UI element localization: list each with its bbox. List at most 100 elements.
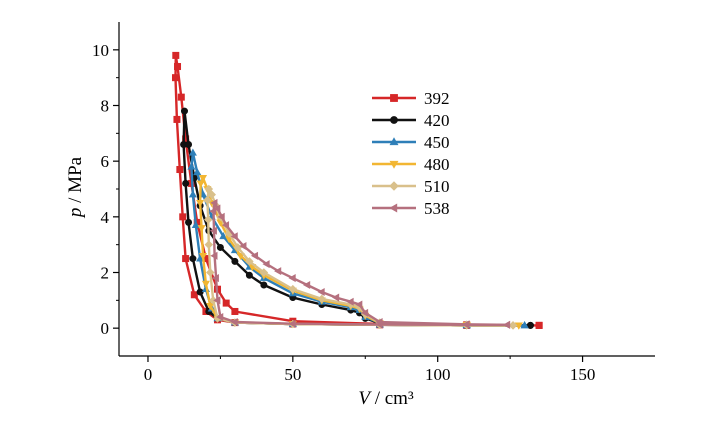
series-line-450 [190, 151, 526, 327]
y-tick-label: 10 [92, 41, 109, 60]
series-538 [209, 198, 511, 329]
data-point [303, 280, 311, 290]
data-point [355, 300, 363, 309]
y-tick-label: 4 [101, 208, 110, 227]
y-tick-label: 6 [101, 152, 110, 171]
data-point [262, 260, 270, 269]
series-line-420 [182, 109, 532, 327]
data-point [274, 267, 282, 276]
data-point [204, 184, 214, 194]
data-point [514, 322, 523, 330]
data-point [332, 293, 340, 302]
data-point [196, 180, 205, 188]
data-point [206, 303, 215, 311]
x-tick-label: 150 [570, 365, 596, 384]
data-point [526, 321, 534, 329]
data-point [217, 212, 225, 221]
data-point [213, 296, 221, 305]
legend-marker [389, 160, 399, 169]
series-420 [180, 107, 534, 329]
data-point [198, 252, 208, 261]
legend: 392 420 450 480 510 538 [372, 89, 450, 218]
data-point [222, 299, 230, 307]
legend-label: 538 [424, 199, 450, 218]
data-point [346, 297, 354, 306]
data-point [462, 320, 470, 329]
data-point [213, 204, 221, 213]
data-point [173, 115, 181, 123]
legend-item-480: 480 [372, 155, 450, 174]
data-point [360, 308, 369, 317]
data-point [196, 200, 205, 208]
legend-item-510: 510 [372, 177, 450, 196]
legend-item-538: 538 [372, 199, 450, 218]
x-axis-label: V / cm³ [358, 388, 414, 409]
data-point [230, 232, 238, 241]
data-point [209, 207, 217, 216]
data-point [177, 93, 185, 101]
data-point [216, 243, 224, 251]
data-point [171, 74, 179, 82]
data-point [231, 257, 239, 265]
legend-item-450: 450 [372, 133, 450, 152]
legend-item-420: 420 [372, 111, 450, 130]
data-point [231, 307, 239, 315]
data-point [187, 162, 196, 170]
data-point [210, 198, 218, 207]
data-point [288, 319, 296, 328]
axes: 0 50 100 150 0 2 4 6 8 10 [92, 22, 655, 384]
data-point [502, 320, 511, 329]
data-point [508, 321, 518, 330]
data-point [198, 175, 208, 183]
data-point [172, 51, 180, 59]
data-point [188, 148, 197, 156]
data-point [239, 242, 247, 251]
legend-marker [389, 181, 399, 191]
data-point [230, 318, 238, 327]
legend-marker [390, 116, 398, 124]
data-point [182, 179, 190, 187]
data-point [203, 195, 212, 205]
series-layer [171, 51, 543, 330]
data-point [375, 318, 383, 327]
series-450 [187, 148, 529, 329]
data-point [190, 291, 198, 299]
legend-marker [389, 137, 399, 146]
y-tick-label: 2 [101, 264, 110, 283]
data-point [260, 281, 268, 289]
data-point [201, 280, 210, 288]
legend-label: 480 [424, 155, 450, 174]
data-point [219, 232, 228, 240]
data-point [174, 63, 182, 71]
y-axis-label: p / MPa [65, 156, 86, 219]
data-point [180, 107, 188, 115]
x-tick-label: 50 [284, 365, 301, 384]
series-line-392 [174, 54, 541, 327]
data-point [191, 220, 200, 229]
data-point [188, 190, 197, 198]
data-point [535, 321, 543, 329]
legend-marker [390, 94, 398, 102]
data-point [288, 274, 296, 283]
legend-item-392: 392 [372, 89, 450, 108]
legend-label: 392 [424, 89, 450, 108]
data-point [216, 312, 224, 322]
data-point [210, 251, 218, 260]
data-point [189, 255, 197, 263]
data-point [185, 140, 193, 148]
x-tick-label: 100 [425, 365, 451, 384]
x-tick-label: 0 [144, 365, 153, 384]
legend-label: 510 [424, 177, 450, 196]
legend-label: 420 [424, 111, 450, 130]
data-point [221, 221, 230, 230]
legend-marker [389, 203, 398, 213]
data-point [317, 294, 327, 304]
data-point [207, 190, 216, 199]
data-point [204, 240, 214, 249]
data-point [245, 257, 254, 266]
data-point [211, 274, 219, 283]
y-tick-label: 0 [101, 319, 110, 338]
data-point [193, 168, 202, 176]
data-point [317, 287, 325, 297]
